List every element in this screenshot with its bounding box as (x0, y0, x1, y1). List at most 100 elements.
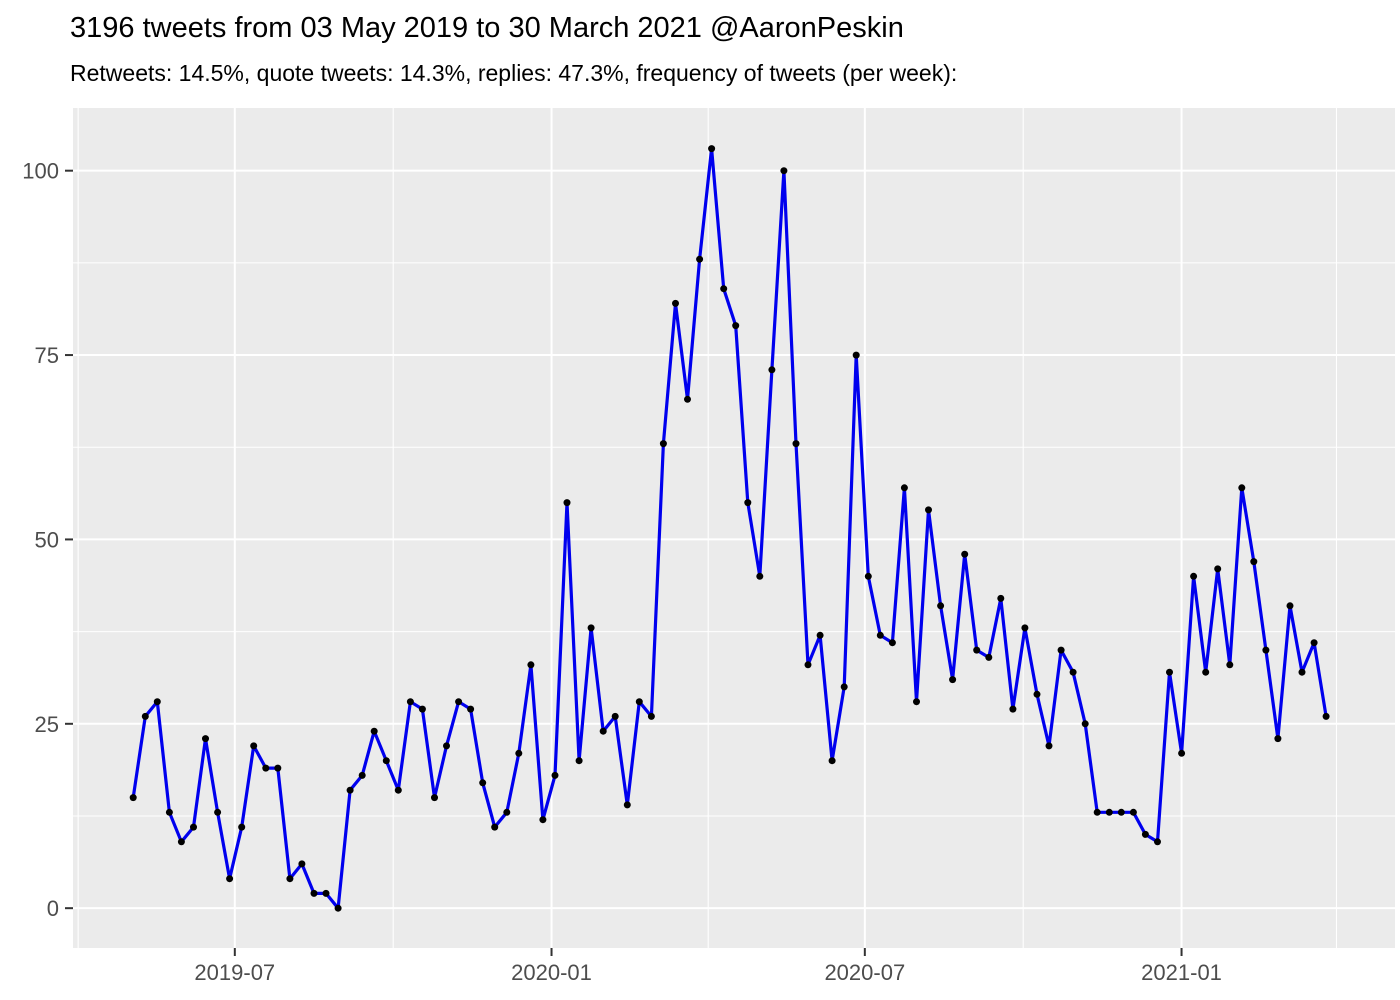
x-axis-label: 2020-01 (511, 960, 592, 985)
y-axis-label: 25 (35, 712, 59, 737)
tweets-data-point (527, 661, 535, 669)
x-axis-label: 2019-07 (194, 960, 275, 985)
tweets-data-point (298, 860, 306, 868)
tweets-data-point (1166, 668, 1173, 676)
tweets-data-point (274, 764, 282, 772)
tweets-data-point (1310, 639, 1318, 647)
tweets-data-point (539, 816, 547, 824)
tweets-data-point (431, 794, 438, 802)
tweets-data-point (973, 646, 981, 654)
tweets-data-point (780, 167, 788, 175)
tweets-data-point (1045, 742, 1053, 750)
tweets-data-point (840, 683, 848, 691)
tweets-data-point (551, 771, 559, 779)
tweets-data-point (503, 808, 511, 816)
tweets-data-point (732, 322, 740, 330)
tweets-data-point (1129, 808, 1137, 816)
tweets-data-point (852, 351, 860, 359)
tweets-data-point (804, 661, 812, 669)
tweets-data-point (876, 631, 884, 639)
tweets-data-point (744, 499, 752, 507)
chart-subtitle: Retweets: 14.5%, quote tweets: 14.3%, re… (70, 60, 958, 86)
tweets-data-point (214, 808, 222, 816)
tweets-data-point (611, 712, 619, 720)
tweets-data-point (1238, 484, 1246, 492)
tweets-data-point (262, 764, 270, 772)
tweets-data-point (406, 698, 414, 706)
tweets-data-point (286, 875, 294, 883)
tweets-data-point (1093, 808, 1101, 816)
tweets-data-point (792, 440, 800, 448)
tweets-data-point (816, 631, 824, 639)
tweets-data-point (202, 735, 209, 743)
y-axis-label: 0 (47, 896, 59, 921)
tweets-data-point (1141, 830, 1149, 838)
tweets-data-point (864, 572, 872, 580)
tweets-data-point (985, 653, 993, 661)
tweets-data-point (756, 572, 764, 580)
tweets-data-point (153, 698, 161, 706)
tweets-data-point (1105, 808, 1113, 816)
tweets-data-point (418, 705, 426, 713)
tweets-data-point (1298, 668, 1306, 676)
tweets-data-point (635, 698, 643, 706)
tweets-data-point (129, 794, 137, 802)
tweets-data-point (1057, 646, 1065, 654)
tweets-data-point (587, 624, 595, 632)
tweets-data-point (1081, 720, 1089, 728)
tweets-data-point (925, 506, 932, 514)
tweets-data-point (250, 742, 258, 750)
tweets-data-point (1178, 749, 1186, 757)
tweets-data-point (563, 499, 571, 507)
tweets-data-point (937, 602, 945, 610)
tweets-data-point (1009, 705, 1017, 713)
tweets-data-point (623, 801, 631, 809)
tweets-data-point (1226, 661, 1234, 669)
tweets-data-point (684, 395, 691, 403)
tweets-data-point (491, 823, 499, 831)
tweets-data-point (1250, 558, 1258, 566)
tweets-data-point (346, 786, 354, 794)
tweets-data-point (1117, 808, 1125, 816)
tweets-data-point (1154, 838, 1161, 846)
tweets-data-point (1274, 735, 1282, 743)
tweets-data-point (165, 808, 173, 816)
tweets-data-point (479, 779, 487, 787)
tweets-data-point (141, 712, 149, 720)
tweets-data-point (455, 698, 463, 706)
tweets-data-point (1069, 668, 1077, 676)
chart-title: 3196 tweets from 03 May 2019 to 30 March… (70, 12, 904, 44)
tweets-data-point (443, 742, 450, 750)
tweets-data-point (888, 639, 896, 647)
tweets-data-point (720, 285, 728, 293)
tweets-data-point (1322, 712, 1330, 720)
tweets-data-point (1286, 602, 1294, 610)
tweets-data-point (226, 875, 234, 883)
y-axis-label: 75 (35, 343, 59, 368)
tweets-data-point (768, 366, 776, 374)
x-axis-label: 2021-01 (1141, 960, 1222, 985)
y-axis-label: 50 (35, 527, 59, 552)
tweets-data-point (575, 757, 583, 765)
tweets-data-point (828, 757, 836, 765)
tweets-data-point (370, 727, 378, 735)
tweets-data-point (358, 771, 366, 779)
tweets-data-point (997, 594, 1005, 602)
tweets-data-point (515, 749, 523, 757)
tweets-data-point (1262, 646, 1270, 654)
y-axis-label: 100 (22, 159, 59, 184)
tweets-data-point (394, 786, 402, 794)
tweets-data-point (322, 889, 330, 897)
tweets-data-point (659, 440, 667, 448)
tweets-data-point (1033, 690, 1041, 698)
tweets-data-point (913, 698, 920, 706)
tweets-data-point (961, 550, 969, 558)
tweets-data-point (334, 904, 342, 912)
tweets-data-point (696, 255, 704, 263)
tweets-data-point (647, 712, 655, 720)
tweets-data-point (177, 838, 185, 846)
tweets-data-point (672, 299, 679, 307)
tweets-data-point (467, 705, 475, 713)
plot-panel-background (73, 108, 1395, 948)
